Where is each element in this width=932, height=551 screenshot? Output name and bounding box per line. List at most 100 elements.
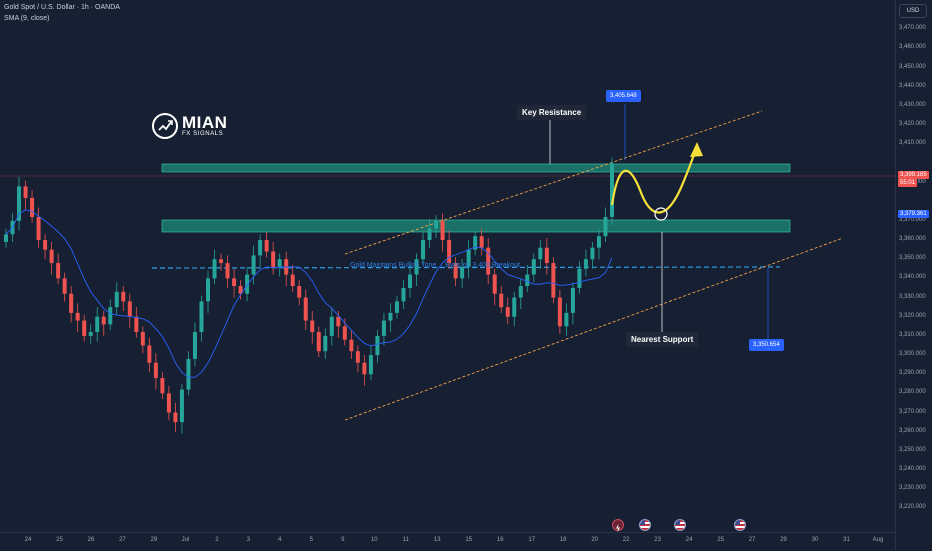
candle-body[interactable] [427, 228, 432, 241]
candle-body[interactable] [232, 278, 237, 287]
candle-body[interactable] [69, 293, 74, 313]
candle-body[interactable] [264, 240, 269, 252]
candle-body[interactable] [394, 301, 399, 313]
candle-body[interactable] [388, 312, 393, 321]
channel-lower-line[interactable] [344, 237, 844, 421]
candle-body[interactable] [408, 274, 412, 288]
candle-body[interactable] [518, 286, 523, 298]
candle-body[interactable] [342, 326, 347, 340]
price-chart[interactable] [0, 0, 895, 532]
candle-body[interactable] [277, 259, 282, 267]
candle-body[interactable] [466, 249, 471, 267]
candle-body[interactable] [127, 301, 132, 317]
chart-canvas[interactable] [0, 0, 895, 532]
candle-body[interactable] [43, 240, 48, 250]
candle-body[interactable] [381, 320, 386, 336]
candle-body[interactable] [225, 263, 230, 279]
candle-body[interactable] [531, 259, 536, 275]
candle-body[interactable] [101, 316, 106, 325]
candle-body[interactable] [336, 316, 341, 327]
candle-body[interactable] [414, 259, 419, 275]
candle-body[interactable] [355, 351, 360, 363]
candle-body[interactable] [434, 220, 439, 229]
candle-body[interactable] [505, 307, 510, 317]
candle-body[interactable] [88, 332, 93, 336]
candle-body[interactable] [36, 217, 41, 241]
time-axis[interactable]: 24 25 26 27 29 Jul 2 3 4 5 9 10 11 13 15 16 17 18 20 22 23 24… [0, 532, 895, 551]
candle-body[interactable] [421, 240, 426, 260]
candle-body[interactable] [316, 332, 321, 352]
price-axis[interactable]: 3,470.000 3,460.000 3,450.000 3,440.000 3,43… [895, 0, 932, 550]
candle-body[interactable] [251, 255, 256, 275]
candle-body[interactable] [258, 240, 263, 256]
candle-body[interactable] [82, 320, 87, 336]
candle-body[interactable] [310, 320, 315, 333]
candle-body[interactable] [56, 263, 61, 279]
candle-body[interactable] [153, 362, 158, 379]
us-flag-event-icon[interactable] [734, 519, 746, 531]
candle-body[interactable] [147, 345, 152, 363]
resistance-zone[interactable] [161, 163, 791, 173]
candle-body[interactable] [564, 312, 569, 327]
candle-body[interactable] [186, 358, 191, 390]
candle-body[interactable] [368, 355, 373, 375]
candle-body[interactable] [538, 247, 543, 260]
candle-body[interactable] [473, 236, 478, 250]
candle-body[interactable] [160, 378, 165, 394]
candle-body[interactable] [486, 247, 491, 275]
candle-body[interactable] [121, 291, 126, 302]
candle-body[interactable] [440, 220, 445, 241]
candle-body[interactable] [114, 291, 119, 308]
candle-body[interactable] [173, 412, 178, 423]
candle-body[interactable] [362, 362, 367, 375]
bullish-support-line[interactable] [151, 266, 781, 269]
candle-body[interactable] [17, 186, 22, 221]
candle-body[interactable] [290, 274, 295, 287]
key-resistance-callout[interactable]: Key Resistance [517, 105, 587, 120]
candle-body[interactable] [297, 286, 302, 298]
candle-body[interactable] [453, 263, 458, 279]
candle-body[interactable] [375, 335, 380, 356]
candle-body[interactable] [62, 278, 67, 294]
candle-body[interactable] [557, 297, 562, 327]
candle-body[interactable] [447, 240, 452, 264]
candle-body[interactable] [329, 316, 334, 336]
candle-body[interactable] [323, 335, 328, 352]
support-line-label[interactable]: Gold Maintains Bullish Tone… Eyes on 3,4… [350, 262, 520, 269]
candle-body[interactable] [4, 234, 8, 242]
candle-body[interactable] [492, 274, 497, 294]
candle-body[interactable] [577, 268, 582, 288]
candle-body[interactable] [271, 251, 276, 267]
candle-body[interactable] [590, 247, 595, 260]
channel-upper-line[interactable] [344, 110, 763, 255]
candle-body[interactable] [349, 339, 354, 352]
sma-indicator-label[interactable]: SMA (9, close) [4, 15, 50, 22]
candle-body[interactable] [499, 293, 504, 308]
candle-body[interactable] [479, 236, 484, 248]
candle-body[interactable] [544, 247, 549, 264]
candle-body[interactable] [512, 297, 517, 317]
candle-body[interactable] [212, 259, 217, 279]
candle-body[interactable] [238, 286, 243, 294]
us-flag-event-icon[interactable] [639, 519, 651, 531]
support-price-label[interactable]: 3,350.654 [749, 339, 784, 351]
candle-body[interactable] [551, 263, 556, 298]
candle-body[interactable] [179, 389, 184, 423]
candle-body[interactable] [219, 259, 224, 264]
candle-body[interactable] [401, 287, 406, 302]
candle-body[interactable] [134, 316, 139, 333]
candle-body[interactable] [583, 259, 588, 269]
candle-body[interactable] [596, 236, 601, 248]
candle-body[interactable] [166, 393, 171, 413]
candle-body[interactable] [460, 266, 465, 279]
candle-body[interactable] [23, 186, 28, 198]
candle-body[interactable] [49, 249, 54, 264]
candle-body[interactable] [245, 274, 250, 294]
candle-body[interactable] [603, 217, 608, 237]
candle-body[interactable] [75, 312, 80, 321]
candle-body[interactable] [192, 332, 197, 359]
candle-body[interactable] [525, 274, 530, 287]
nearest-support-callout[interactable]: Nearest Support [626, 332, 699, 347]
us-flag-event-icon[interactable] [674, 519, 686, 531]
currency-button[interactable]: USD [899, 4, 927, 18]
